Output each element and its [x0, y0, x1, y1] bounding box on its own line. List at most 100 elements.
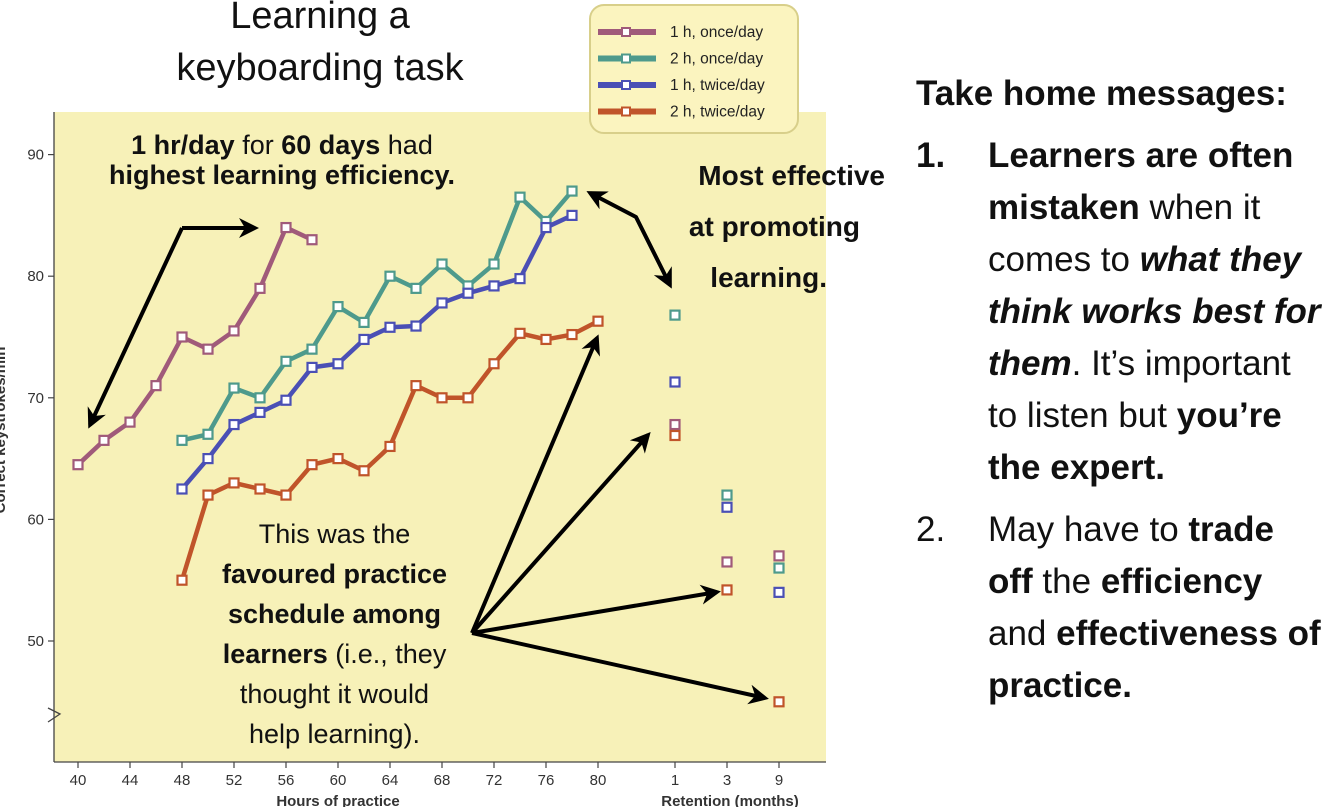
data-point-2h_twice	[202, 489, 214, 501]
favoured-l4b: (i.e., they	[327, 639, 447, 669]
x-tick-label: 48	[174, 772, 191, 789]
favoured-l1: This was the	[258, 519, 411, 549]
x-tick-label: 80	[590, 772, 607, 789]
m1-d: . It’s important to listen but	[988, 344, 1291, 435]
data-point-2h_twice	[306, 459, 318, 471]
y-tick-label: 90	[27, 147, 44, 164]
retention-point-1h_twice	[669, 376, 681, 388]
data-point-1h_twice	[514, 273, 526, 285]
legend-label-2h_twice: 2 h, twice/day	[670, 104, 765, 121]
data-point-1h_twice	[228, 418, 240, 431]
m2-e: and	[988, 614, 1057, 653]
data-point-1h_once	[202, 343, 214, 355]
data-point-2h_twice	[358, 465, 370, 477]
data-point-2h_once	[488, 258, 500, 270]
m2-f: effectiveness of practice.	[988, 614, 1321, 705]
m2-b: trade off	[988, 510, 1274, 601]
data-point-1h_twice	[280, 394, 292, 406]
message-2-text: May have to trade off the efficiency and…	[988, 504, 1326, 712]
learning-chart: 50 60 70 80 90 40 44 48 52 56 60 64 68 72 76 80 1 3 9 Hours…	[0, 4, 826, 807]
legend-label-2h_once: 2 h, once/day	[670, 51, 763, 68]
retention-point-2h_once	[773, 562, 785, 574]
chart-title: Learning a keyboarding task	[120, 0, 520, 94]
m1-c: what they think works best for them	[988, 240, 1321, 383]
legend-label-1h_twice: 1 h, twice/day	[670, 77, 765, 94]
data-point-2h_once	[514, 191, 526, 203]
x-tick-label: 52	[226, 772, 243, 789]
legend-box	[589, 4, 799, 134]
legend-marker-2h_once	[621, 53, 631, 64]
retention-point-2h_twice	[773, 696, 785, 708]
efficiency-t2: for	[234, 130, 282, 160]
data-point-1h_once	[228, 325, 240, 337]
m2-d: efficiency	[1100, 562, 1263, 601]
retention-tick-label: 1	[671, 772, 679, 789]
data-point-2h_once	[410, 282, 422, 294]
retention-point-2h_once	[669, 309, 681, 321]
arrow-to-retention-3	[471, 584, 721, 635]
m2-c: the	[1032, 562, 1101, 601]
y-tick-label: 80	[27, 268, 44, 285]
efficiency-t4: had	[380, 130, 433, 160]
retention-tick-label: 3	[723, 772, 731, 789]
data-point-1h_twice	[254, 406, 266, 418]
data-point-2h_once	[202, 428, 214, 440]
data-point-1h_once	[176, 331, 188, 343]
favoured-l2: favoured practice	[221, 559, 448, 589]
arrow-to-2h-twice-end	[470, 334, 600, 634]
legend-marker-1h_twice	[621, 80, 631, 90]
retention-point-2h_twice	[721, 584, 733, 596]
data-point-1h_twice	[176, 483, 188, 495]
data-point-2h_once	[566, 185, 578, 197]
data-point-1h_twice	[566, 209, 578, 221]
efficiency-t5: highest learning efficiency.	[108, 160, 456, 190]
series-line-1h_twice	[180, 213, 573, 491]
data-point-2h_once	[280, 355, 292, 367]
data-point-2h_twice	[384, 440, 396, 453]
retention-point-2h_twice	[669, 429, 681, 442]
arrow-to-1h-once-start	[87, 227, 184, 429]
y-axis-label: Correct keystrokes/min	[0, 347, 9, 514]
data-point-2h_once	[306, 343, 318, 355]
m1-a: Learners are often mistaken	[988, 136, 1294, 227]
data-point-1h_twice	[488, 280, 500, 292]
series-line-2h_once	[181, 189, 574, 443]
data-point-1h_once	[124, 416, 136, 428]
take-home-heading: Take home messages:	[916, 74, 1287, 113]
data-point-2h_once	[332, 301, 344, 313]
retention-point-1h_once	[669, 418, 681, 431]
retention-tick-label: 9	[775, 772, 783, 789]
data-point-2h_once	[384, 270, 396, 282]
x-tick-label: 56	[278, 772, 295, 789]
y-tick-label: 70	[27, 390, 44, 407]
data-point-2h_once	[228, 382, 240, 394]
title-line-1: Learning a	[230, 0, 410, 37]
data-point-2h_twice	[332, 453, 344, 465]
efficiency-annotation: 1 hr/day for 60 days had highest learnin…	[72, 130, 492, 190]
effective-annotation: Most effective at promoting learning.	[650, 150, 885, 303]
retention-point-1h_twice	[773, 586, 785, 598]
legend-marker-1h_once	[621, 27, 631, 37]
x-tick-label: 76	[538, 772, 555, 789]
data-point-1h_twice	[540, 221, 552, 234]
arrow-to-retention-9	[471, 631, 769, 705]
data-point-1h_twice	[462, 287, 474, 299]
data-point-2h_twice	[540, 333, 552, 346]
retention-point-1h_once	[773, 550, 785, 562]
y-tick-label: 50	[27, 633, 44, 650]
message-1-number: 1.	[916, 136, 946, 175]
data-point-1h_once	[72, 459, 84, 471]
data-point-2h_twice	[488, 358, 500, 370]
data-point-1h_once	[254, 282, 266, 294]
favoured-l4a: learners	[222, 639, 328, 669]
effective-l2: at promoting	[688, 211, 860, 242]
efficiency-t3: 60 days	[281, 130, 381, 160]
data-point-2h_twice	[410, 380, 422, 392]
data-point-1h_once	[150, 380, 162, 392]
x-tick-label: 40	[70, 772, 87, 789]
data-point-2h_twice	[592, 315, 604, 327]
favoured-l5: thought it would	[239, 679, 430, 709]
effective-l3: learning.	[710, 262, 827, 293]
message-1-text: Learners are often mistaken when it come…	[988, 130, 1326, 494]
x-tick-label: 44	[122, 772, 139, 789]
